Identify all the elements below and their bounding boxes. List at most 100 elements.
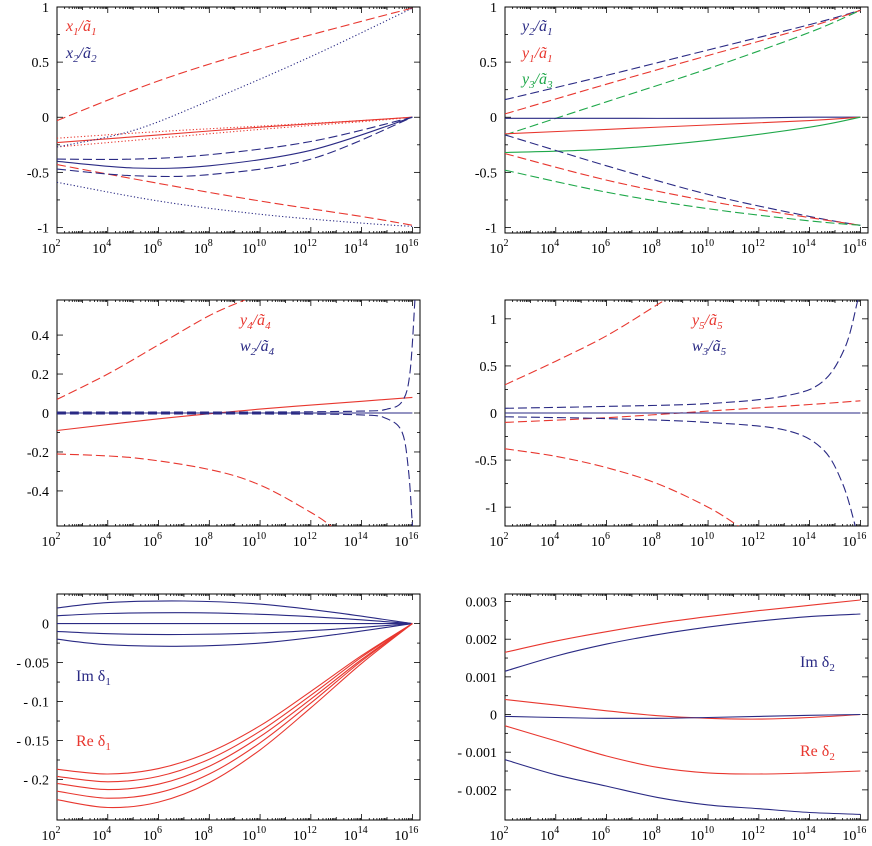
series-line (505, 153, 861, 226)
y-tick-label: 0 (42, 111, 49, 126)
y-tick-label: -0.5 (27, 166, 49, 181)
y-tick-label: -1 (485, 221, 497, 236)
x-tick-label: 1012 (293, 825, 317, 844)
y-tick-label: - 0.05 (16, 657, 49, 672)
series-line (505, 416, 856, 526)
y-tick-label: 0.003 (466, 596, 498, 611)
x-tick-label: 102 (42, 531, 61, 550)
panel-2: 102 104 106 108 1010 1012 1014 1016 -1 -0.5 0 0.5 1 y… (475, 1, 869, 257)
legend-entry: w3/ã5 (692, 338, 727, 358)
series-line (505, 116, 861, 154)
x-tick-label: 1014 (792, 531, 816, 550)
y-tick-label: 0.5 (32, 56, 50, 71)
series-line (57, 612, 413, 625)
x-tick-label: 1010 (242, 825, 266, 844)
panel-6: 102 104 106 108 1010 1012 1014 1016 - 0.002 - 0.0… (457, 593, 869, 844)
y-tick-label: -0.2 (27, 446, 49, 461)
series-line (505, 9, 861, 115)
x-tick-label: 102 (490, 238, 509, 257)
x-tick-label: 108 (642, 825, 661, 844)
series-line (57, 116, 413, 169)
x-tick-label: 1012 (741, 531, 765, 550)
legend-entry: y1/ã1 (520, 45, 553, 65)
series-line (57, 396, 413, 432)
y-tick-label: - 0.1 (23, 696, 49, 711)
series-line (505, 448, 739, 526)
x-tick-label: 106 (143, 531, 162, 550)
series-line (57, 181, 413, 227)
y-tick-label: -0.5 (475, 166, 497, 181)
x-tick-label: 1016 (394, 531, 418, 550)
legend-entry: y5/ã5 (690, 312, 723, 332)
series-line (57, 623, 413, 783)
legend-entry: Re δ2 (800, 743, 835, 763)
legend-entry: Im δ2 (800, 654, 835, 674)
series-line (57, 116, 413, 144)
series-line (57, 623, 413, 791)
y-tick-label: 0.002 (466, 633, 498, 648)
y-tick-label: 0.5 (480, 56, 498, 71)
series-line (57, 623, 413, 775)
x-tick-label: 1016 (394, 825, 418, 844)
series-line (505, 759, 861, 815)
x-tick-label: 1014 (792, 825, 816, 844)
series-line (505, 134, 861, 226)
series-line (505, 9, 861, 136)
x-tick-label: 106 (143, 238, 162, 257)
y-tick-label: -0.5 (475, 454, 497, 469)
x-tick-label: 1016 (394, 238, 418, 257)
series-line (57, 413, 413, 526)
series-line (57, 453, 332, 526)
x-tick-label: 102 (42, 825, 61, 844)
legend-entry: Im δ1 (76, 668, 111, 688)
series-line (57, 116, 413, 161)
series-line (57, 116, 413, 139)
x-tick-label: 1014 (344, 238, 368, 257)
y-tick-label: 1 (490, 1, 497, 16)
y-tick-label: 0 (42, 618, 49, 633)
y-tick-label: 0 (490, 407, 497, 422)
series-line (57, 623, 413, 809)
series-line (57, 623, 413, 799)
y-tick-label: 0.2 (32, 368, 50, 383)
x-tick-label: 108 (642, 531, 661, 550)
y-tick-label: - 0.2 (23, 773, 49, 788)
x-tick-label: 106 (591, 825, 610, 844)
series-line (505, 300, 859, 409)
series-line (57, 164, 413, 226)
series-line (57, 300, 416, 413)
y-tick-label: - 0.001 (457, 746, 497, 761)
x-tick-label: 1016 (842, 531, 866, 550)
x-tick-label: 1012 (293, 531, 317, 550)
legend-entry: y3/ã3 (520, 71, 553, 91)
x-tick-label: 1016 (842, 825, 866, 844)
x-tick-label: 108 (194, 825, 213, 844)
y-tick-label: -1 (37, 221, 49, 236)
legend-entry: Re δ1 (76, 733, 111, 753)
y-tick-label: 0 (490, 111, 497, 126)
series-line (57, 7, 413, 148)
y-tick-label: - 0.002 (457, 784, 497, 799)
legend-entry: x2/ã2 (65, 45, 97, 65)
y-tick-label: 0 (42, 407, 49, 422)
series-line (505, 599, 861, 653)
series-line (505, 300, 666, 386)
x-tick-label: 108 (642, 238, 661, 257)
x-tick-label: 1012 (741, 825, 765, 844)
series-line (505, 698, 861, 720)
y-tick-label: 0 (490, 709, 497, 724)
series-line (57, 300, 246, 400)
plot-frame (56, 593, 421, 821)
y-tick-label: -0.4 (27, 485, 49, 500)
series-line (57, 623, 413, 636)
x-tick-label: 1010 (242, 238, 266, 257)
x-tick-label: 1012 (741, 238, 765, 257)
y-tick-label: 0.001 (466, 671, 498, 686)
panel-4: 102 104 106 108 1010 1012 1014 1016 -1 -0.5 0 0.5 1 y… (475, 299, 869, 550)
x-tick-label: 104 (540, 238, 559, 257)
x-tick-label: 1010 (242, 531, 266, 550)
x-tick-label: 102 (42, 238, 61, 257)
x-tick-label: 1010 (690, 531, 714, 550)
x-tick-label: 1014 (792, 238, 816, 257)
